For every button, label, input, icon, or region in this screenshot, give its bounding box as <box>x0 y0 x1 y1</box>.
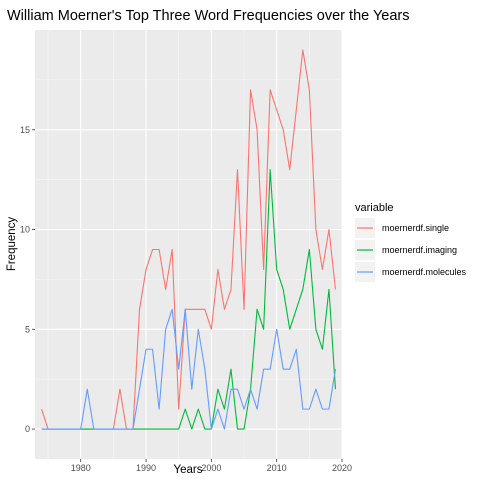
series-line-moernerdf-molecules <box>41 308 337 430</box>
plot-panel <box>35 30 342 459</box>
x-tick-label: 2010 <box>267 463 287 473</box>
y-axis-title: Frequency <box>6 217 18 272</box>
chart-title: William Moerner's Top Three Word Frequen… <box>7 8 410 24</box>
x-axis-title: Years <box>174 464 203 476</box>
legend-label: moernerdf.single <box>382 223 449 233</box>
y-tick-label: 15 <box>20 125 30 135</box>
legend-items: moernerdf.single moernerdf.imaging moerner… <box>355 218 467 282</box>
x-tick-label: 2000 <box>201 463 221 473</box>
x-tick-label: 1980 <box>71 463 91 473</box>
legend: variable moernerdf.single moernerdf.imagi… <box>355 202 467 282</box>
y-tick-label: 0 <box>25 424 30 434</box>
series-line-moernerdf-imaging <box>41 169 337 430</box>
grid-lines <box>35 30 343 459</box>
axes: 1980 1990 2000 2010 2020 0 5 10 15 <box>20 125 352 473</box>
x-tick-label: 2020 <box>332 463 352 473</box>
x-tick-label: 1990 <box>136 463 156 473</box>
legend-label: moernerdf.molecules <box>382 267 467 277</box>
legend-label: moernerdf.imaging <box>382 245 457 255</box>
y-tick-label: 5 <box>25 324 30 334</box>
series-lines <box>41 49 337 430</box>
y-tick-label: 10 <box>20 225 30 235</box>
legend-title: variable <box>355 202 394 214</box>
